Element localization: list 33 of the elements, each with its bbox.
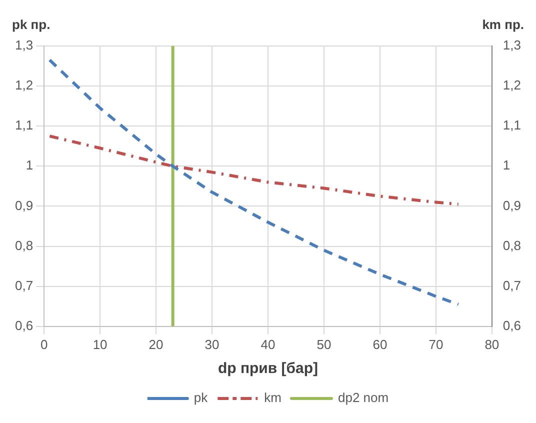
legend-label: pk <box>194 390 208 406</box>
legend-label: dp2 nom <box>338 390 389 406</box>
x-tick-label: 10 <box>92 336 108 352</box>
y-tick-label: 1 <box>26 158 34 173</box>
y2-tick-label: 0,8 <box>502 238 522 253</box>
y2-axis-title: km пр. <box>482 17 524 32</box>
y2-tick-label: 1,3 <box>502 38 522 53</box>
y-axis-title: pk пр. <box>12 17 50 32</box>
y-tick-label: 0,7 <box>14 278 34 293</box>
x-axis-title: dp прив [бар] <box>218 360 318 378</box>
line-series <box>48 58 460 306</box>
y-tick-label: 1,3 <box>14 38 34 53</box>
y-tick-label: 1,2 <box>14 78 34 93</box>
x-tick-label: 20 <box>148 336 164 352</box>
x-tick-label: 80 <box>484 336 500 352</box>
y2-tick-label: 1 <box>502 158 510 173</box>
y2-tick-label: 0,9 <box>502 198 522 213</box>
y2-tick-label: 0,6 <box>502 318 522 333</box>
x-tick-label: 60 <box>372 336 388 352</box>
y2-tick-label: 0,7 <box>502 278 522 293</box>
line-series <box>48 134 460 206</box>
x-tick-label: 40 <box>260 336 276 352</box>
y2-tick-label: 1,1 <box>502 118 522 133</box>
y-tick-label: 0,8 <box>14 238 34 253</box>
x-tick-label: 30 <box>204 336 220 352</box>
y-tick-label: 1,1 <box>14 118 34 133</box>
legend-label: km <box>264 390 282 406</box>
y2-tick-label: 1,2 <box>502 78 522 93</box>
x-tick-label: 70 <box>428 336 444 352</box>
x-tick-label: 50 <box>316 336 332 352</box>
y-tick-label: 0,9 <box>14 198 34 213</box>
x-tick-label: 0 <box>40 336 48 352</box>
y-tick-label: 0,6 <box>14 318 34 333</box>
